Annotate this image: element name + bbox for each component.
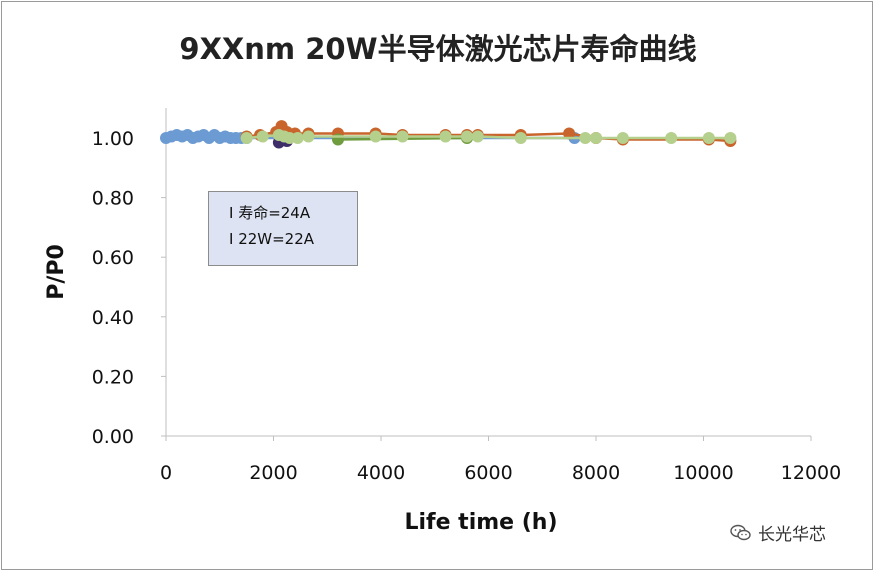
y-axis-label: P/P0: [44, 244, 69, 300]
series-4-point: [396, 130, 409, 143]
annotation-box: I 寿命=24A I 22W=22A: [208, 191, 358, 266]
wechat-icon: [730, 524, 751, 540]
x-tick-label: 10000: [673, 462, 733, 484]
series-2-point: [563, 127, 576, 140]
series-4-point: [579, 132, 592, 144]
chart-marks: [160, 120, 737, 149]
series-4-point: [461, 130, 473, 143]
annotation-line-1: I 寿命=24A: [229, 204, 311, 222]
series-4-point: [291, 132, 304, 144]
series-4-point: [616, 132, 629, 144]
series-4-point: [240, 132, 253, 144]
y-tick-label: 0.00: [92, 426, 134, 448]
x-tick-label: 4000: [357, 462, 405, 484]
x-tick-label: 8000: [572, 462, 620, 484]
y-tick-label: 0.60: [92, 247, 134, 269]
series-4-point: [590, 132, 602, 144]
y-tick-label: 0.80: [92, 188, 134, 210]
x-tick-label: 0: [160, 462, 172, 484]
x-axis-label: Life time (h): [404, 510, 557, 535]
y-tick-label: 0.40: [92, 307, 134, 329]
x-tick-label: 12000: [781, 462, 841, 484]
series-4-point: [256, 130, 269, 143]
annotation-line-2: I 22W=22A: [229, 230, 315, 248]
x-tick-label: 6000: [464, 462, 512, 484]
chart-axes: 0.00 0.20 0.40 0.60 0.80 1.00 0 2000 4000 6000 800…: [92, 108, 841, 484]
x-tick-label: 2000: [249, 462, 297, 484]
chart-title: 9XXnm 20W半导体激光芯片寿命曲线: [179, 32, 696, 66]
series-4-point: [702, 132, 715, 144]
y-tick-label: 0.20: [92, 366, 134, 388]
y-tick-label: 1.00: [92, 128, 134, 150]
series-4-point: [471, 130, 484, 143]
watermark-text: 长光华芯: [758, 525, 826, 545]
series-4-point: [665, 132, 678, 144]
watermark: 长光华芯: [730, 520, 826, 545]
series-4-point: [439, 130, 452, 143]
series-4-point: [514, 132, 527, 144]
series-4-point: [369, 130, 382, 143]
series-4-point: [724, 132, 737, 144]
series-4-point: [302, 130, 315, 143]
